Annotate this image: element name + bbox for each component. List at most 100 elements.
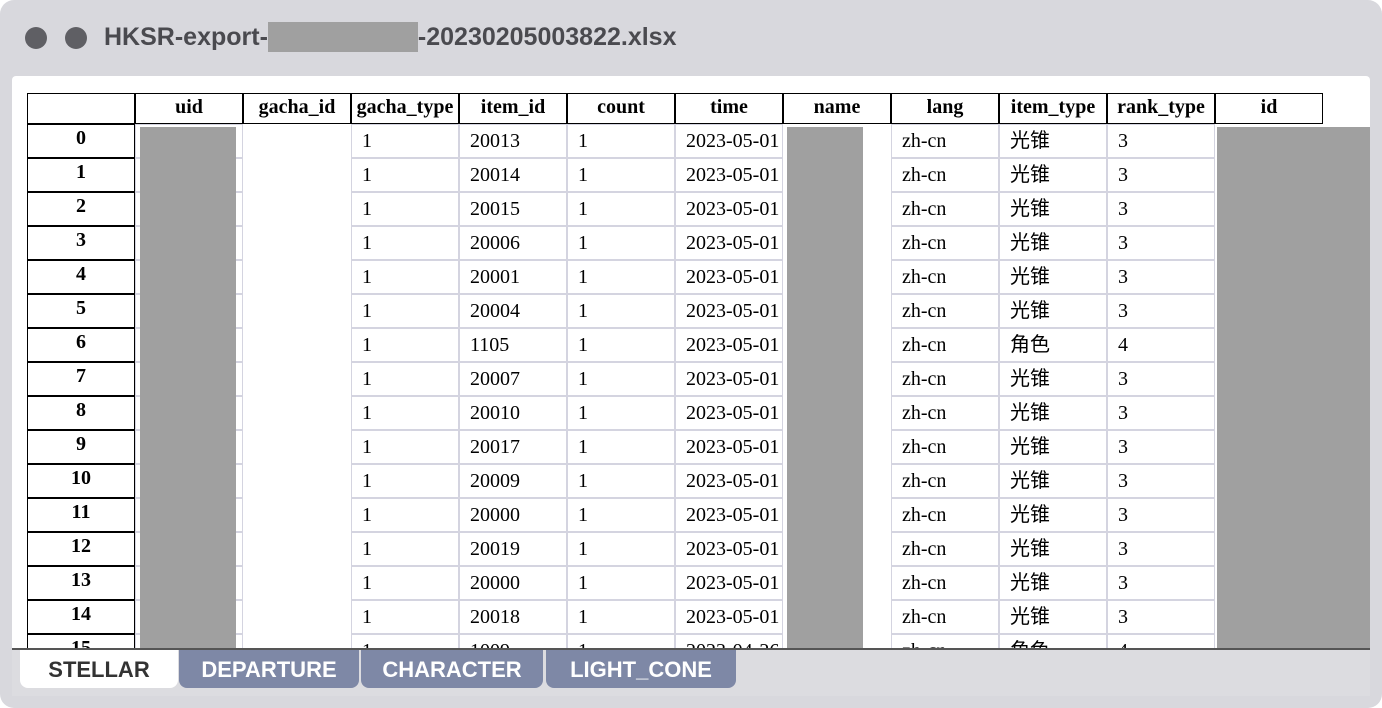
table-cell: 1 [351, 328, 459, 362]
row-header: 2 [27, 192, 135, 226]
table-cell: 3 [1107, 260, 1215, 294]
table-cell: 1 [351, 532, 459, 566]
table-cell: 2023-05-01 [675, 464, 783, 498]
table-cell: 1 [351, 362, 459, 396]
sheet-tab[interactable]: STELLAR [20, 650, 178, 688]
close-button[interactable] [25, 27, 47, 49]
table-cell: 1 [351, 226, 459, 260]
table-cell: 3 [1107, 192, 1215, 226]
table-cell: zh-cn [891, 192, 999, 226]
table-cell: 3 [1107, 566, 1215, 600]
column-header: name [783, 93, 891, 124]
table-cell: 角色 [999, 634, 1107, 648]
column-header: item_id [459, 93, 567, 124]
table-cell: 3 [1107, 362, 1215, 396]
table-cell: 光锥 [999, 124, 1107, 158]
column-header: id [1215, 93, 1323, 124]
sheet-tab[interactable]: LIGHT_CONE [546, 650, 736, 688]
table-cell: 1 [567, 464, 675, 498]
table-cell: 3 [1107, 226, 1215, 260]
redaction [140, 127, 236, 648]
table-cell: 2023-05-01 [675, 226, 783, 260]
title-prefix: HKSR-export- [104, 22, 268, 51]
table-cell: 2023-05-01 [675, 566, 783, 600]
table-cell: 20017 [459, 430, 567, 464]
row-header: 12 [27, 532, 135, 566]
table-cell: 3 [1107, 124, 1215, 158]
table-cell: 1 [351, 260, 459, 294]
table-cell: 20018 [459, 600, 567, 634]
table-cell: 20006 [459, 226, 567, 260]
table-cell: 角色 [999, 328, 1107, 362]
column-header: gacha_type [351, 93, 459, 124]
table-cell: 20004 [459, 294, 567, 328]
row-header: 1 [27, 158, 135, 192]
table-cell: 1 [567, 532, 675, 566]
row-header: 15 [27, 634, 135, 648]
disable-button[interactable] [65, 27, 87, 49]
table-cell: 1 [567, 430, 675, 464]
table-cell: zh-cn [891, 464, 999, 498]
column-header: count [567, 93, 675, 124]
table-cell: 光锥 [999, 600, 1107, 634]
sheet-tab[interactable]: CHARACTER [361, 650, 543, 688]
table-cell: zh-cn [891, 430, 999, 464]
table-cell: 2023-05-01 [675, 294, 783, 328]
table-cell: 1 [567, 498, 675, 532]
row-header: 3 [27, 226, 135, 260]
table-cell: 1009 [459, 634, 567, 648]
table-cell: 20013 [459, 124, 567, 158]
table-cell: 2023-05-01 [675, 362, 783, 396]
row-header: 14 [27, 600, 135, 634]
table-cell: 1 [351, 634, 459, 648]
table-cell: zh-cn [891, 260, 999, 294]
table-cell: 1 [567, 600, 675, 634]
table-cell: 光锥 [999, 396, 1107, 430]
table-cell: 1 [351, 158, 459, 192]
row-header: 7 [27, 362, 135, 396]
table-cell: 1 [567, 634, 675, 648]
table-cell: 光锥 [999, 226, 1107, 260]
table-cell: 20015 [459, 192, 567, 226]
sheet-tabs: STELLAR DEPARTURE CHARACTER LIGHT_CONE [12, 648, 1370, 696]
table-cell: 光锥 [999, 158, 1107, 192]
column-header: uid [135, 93, 243, 124]
row-header: 13 [27, 566, 135, 600]
table-cell: 2023-05-01 [675, 260, 783, 294]
table-cell: 光锥 [999, 498, 1107, 532]
table-cell: 20000 [459, 498, 567, 532]
sheet: uid gacha_id gacha_type item_id count time nam… [12, 76, 1370, 648]
table-cell: 1 [567, 396, 675, 430]
table-cell: 1 [567, 294, 675, 328]
row-header: 6 [27, 328, 135, 362]
table-cell: 光锥 [999, 260, 1107, 294]
column-header: lang [891, 93, 999, 124]
column-header: item_type [999, 93, 1107, 124]
window-title: HKSR-export- -20230205003822.xlsx [104, 22, 677, 52]
table-cell: zh-cn [891, 566, 999, 600]
table-cell: 2023-05-01 [675, 192, 783, 226]
table-cell: 光锥 [999, 566, 1107, 600]
table-cell: 2023-05-01 [675, 430, 783, 464]
table-cell: 1 [351, 498, 459, 532]
table-cell: 3 [1107, 294, 1215, 328]
column-header: rank_type [1107, 93, 1215, 124]
table-cell: 1 [567, 566, 675, 600]
table-cell: zh-cn [891, 634, 999, 648]
table-cell: 光锥 [999, 430, 1107, 464]
row-header: 0 [27, 124, 135, 158]
table-cell: 1 [351, 464, 459, 498]
table-cell: 1 [567, 226, 675, 260]
row-header: 10 [27, 464, 135, 498]
table-cell: 1 [567, 260, 675, 294]
row-header: 9 [27, 430, 135, 464]
table-cell: 光锥 [999, 192, 1107, 226]
corner-cell [27, 93, 135, 124]
row-header: 5 [27, 294, 135, 328]
table-cell: 1 [351, 124, 459, 158]
table-cell: 光锥 [999, 294, 1107, 328]
table-cell: 1 [351, 600, 459, 634]
sheet-tab[interactable]: DEPARTURE [179, 650, 359, 688]
table-cell: 2023-05-01 [675, 328, 783, 362]
table-cell: 20010 [459, 396, 567, 430]
